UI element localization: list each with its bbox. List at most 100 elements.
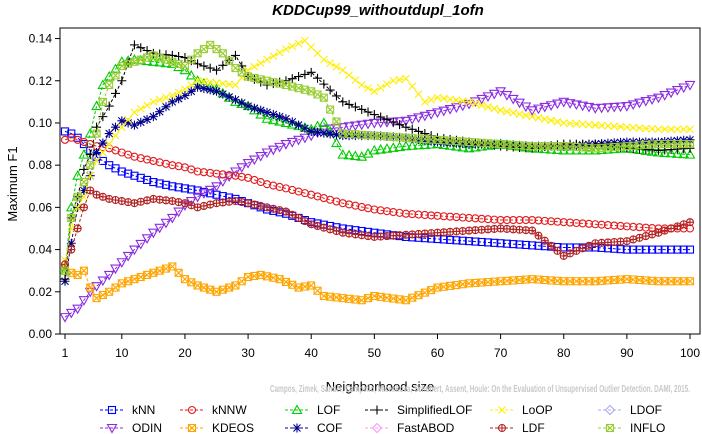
data-point	[602, 103, 614, 113]
data-point	[463, 142, 475, 153]
data-point	[187, 81, 196, 89]
data-point	[242, 159, 254, 169]
data-point	[583, 102, 595, 113]
data-point	[414, 210, 423, 219]
data-point	[331, 137, 342, 148]
data-point	[231, 81, 240, 89]
data-point	[79, 140, 88, 149]
data-point	[547, 217, 556, 226]
data-point	[496, 277, 505, 286]
data-point	[515, 240, 524, 249]
data-point	[376, 83, 385, 92]
data-point	[147, 228, 159, 239]
data-point-cross	[358, 231, 366, 239]
data-point	[673, 277, 682, 286]
data-point	[616, 137, 626, 147]
data-point-cross	[686, 277, 694, 286]
data-point	[629, 245, 638, 254]
data-point	[589, 104, 601, 114]
data-point	[490, 215, 499, 224]
data-point	[528, 112, 537, 121]
data-point	[446, 136, 455, 145]
data-point	[622, 275, 631, 284]
data-point	[143, 175, 152, 184]
data-point	[370, 131, 379, 140]
data-point	[267, 114, 279, 125]
data-point	[387, 142, 399, 152]
data-point	[528, 275, 537, 284]
data-point	[193, 82, 203, 92]
data-point	[490, 277, 499, 286]
data-point	[250, 271, 259, 281]
data-point	[622, 245, 631, 254]
data-point	[162, 93, 170, 102]
data-point	[262, 76, 272, 85]
data-point	[452, 280, 461, 290]
data-point-cross	[92, 129, 101, 138]
legend-label: COF	[317, 421, 342, 434]
data-point	[559, 142, 568, 151]
data-point	[389, 294, 398, 303]
data-point	[603, 276, 612, 285]
data-point	[256, 105, 266, 115]
data-point	[193, 49, 202, 58]
data-point	[452, 236, 461, 245]
x-tick-label: 100	[680, 346, 700, 360]
y-tick-label: 0.12	[29, 74, 53, 88]
data-point-cross	[629, 235, 637, 243]
data-point	[559, 218, 568, 227]
data-point	[344, 131, 354, 141]
data-point-cross	[339, 229, 347, 237]
data-point	[559, 277, 568, 286]
legend-label: LDOF	[630, 403, 662, 417]
data-point-cross	[105, 81, 114, 89]
data-point	[319, 93, 328, 102]
data-point	[395, 295, 404, 304]
data-point	[465, 97, 473, 106]
data-point	[349, 121, 361, 132]
data-point	[648, 140, 657, 149]
data-point	[244, 72, 253, 81]
data-point	[65, 308, 77, 319]
data-point-cross	[124, 198, 132, 206]
data-point	[364, 84, 372, 93]
data-point	[338, 131, 348, 141]
data-point	[604, 122, 612, 130]
series-markers	[60, 127, 695, 254]
y-tick-label: 0.14	[29, 32, 53, 46]
data-point-cross	[572, 247, 580, 255]
data-point	[79, 185, 89, 195]
data-point-cross	[332, 227, 340, 235]
data-point	[584, 277, 594, 286]
data-point	[130, 108, 139, 117]
data-point	[79, 164, 89, 174]
data-point	[566, 142, 575, 151]
data-point	[371, 422, 383, 434]
data-point	[471, 214, 480, 223]
data-point	[199, 45, 208, 54]
data-point	[547, 142, 556, 151]
data-point	[665, 88, 677, 99]
data-point	[547, 276, 556, 285]
data-point	[244, 272, 253, 282]
data-point-cross	[67, 214, 76, 222]
data-point	[67, 224, 76, 233]
series-markers	[60, 40, 695, 284]
data-point	[293, 120, 305, 131]
data-point	[521, 240, 530, 249]
data-point	[185, 69, 197, 80]
data-point	[225, 170, 234, 180]
x-tick-label: 10	[115, 346, 129, 360]
data-point	[458, 236, 467, 245]
data-point	[174, 51, 184, 61]
data-point	[570, 100, 582, 111]
data-point	[98, 148, 107, 157]
data-point	[634, 98, 645, 109]
data-point	[578, 143, 587, 152]
data-point	[678, 83, 690, 94]
data-point	[503, 107, 511, 116]
data-point	[306, 67, 316, 77]
data-point	[464, 213, 474, 222]
data-point	[313, 127, 323, 137]
data-point	[566, 277, 575, 286]
